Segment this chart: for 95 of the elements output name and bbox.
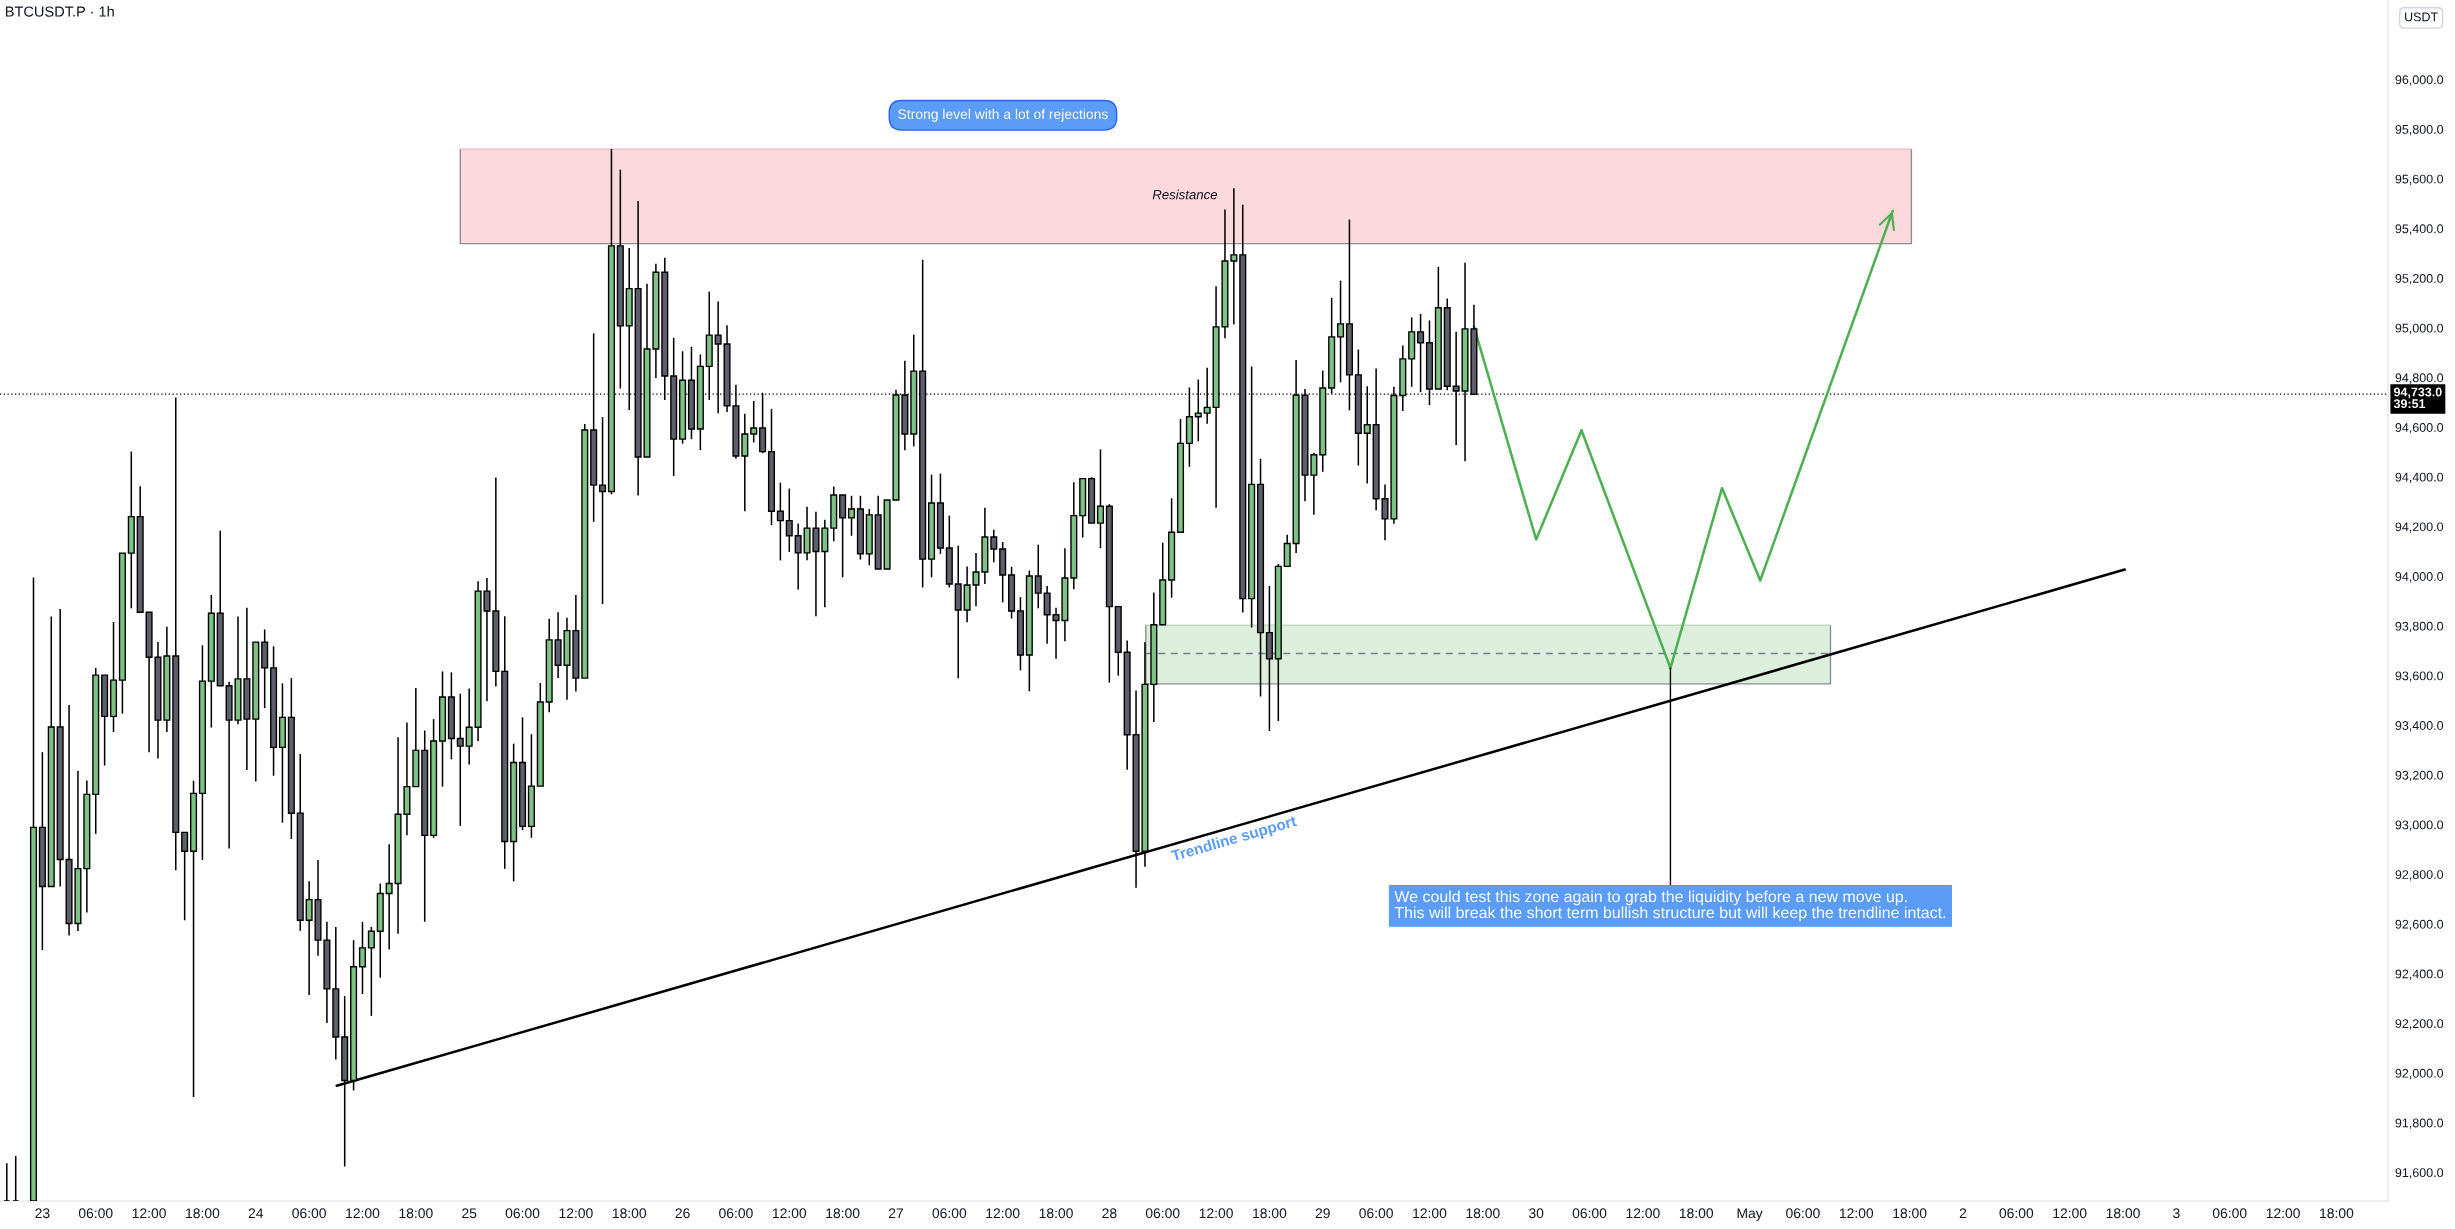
x-tick-label: 12:00: [986, 1208, 1020, 1219]
candlestick: [794, 522, 802, 591]
text: Trendline support: [1170, 814, 1298, 865]
candlestick: [1096, 448, 1105, 549]
y-tick-label: 95,400.0: [2395, 224, 2444, 235]
x-tick-label: 06:00: [932, 1208, 967, 1219]
x-tick-label: 18:00: [1039, 1208, 1073, 1219]
candlestick: [465, 687, 473, 766]
candlestick: [821, 518, 829, 609]
candlestick: [776, 481, 784, 562]
x-tick-label: 12:00: [2266, 1208, 2300, 1219]
candlestick: [990, 529, 998, 564]
candlestick: [367, 926, 375, 1017]
annotation: We could test this zone again to grab the liquidity before a new move up. This will break the short term bullish structure but will keep the trendline intact.: [1394, 890, 1946, 922]
y-tick-label: 93,200.0: [2395, 770, 2444, 782]
x-tick-label: 27: [888, 1208, 903, 1218]
candlestick: [1417, 313, 1425, 393]
x-tick-label: 29: [1315, 1208, 1330, 1219]
x-tick-label: 18:00: [1466, 1208, 1500, 1219]
x-tick-label: 3: [2173, 1208, 2180, 1219]
x-tick-label: 12:00: [772, 1208, 807, 1219]
y-tick-label: 94,200.0: [2395, 522, 2444, 533]
candlestick: [847, 495, 856, 537]
x-tick-label: 25: [462, 1208, 477, 1219]
x-tick-label: 18:00: [2106, 1208, 2140, 1219]
candlestick: [1283, 534, 1291, 568]
y-tick-label: 93,000.0: [2395, 820, 2444, 831]
candlestick: [839, 494, 847, 579]
x-tick-label: 06:00: [1572, 1208, 1607, 1219]
candlestick: [785, 487, 793, 553]
x-tick-label: May: [1737, 1208, 1763, 1221]
y-tick-label: 92,000.0: [2395, 1068, 2444, 1080]
candlestick: [1034, 543, 1042, 610]
x-tick-label: 12:00: [2053, 1208, 2087, 1219]
chart-title: BTCUSDT.P · 1h: [5, 6, 114, 17]
x-tick-label: 12:00: [1413, 1208, 1447, 1219]
x-tick-label: 18:00: [612, 1208, 647, 1219]
y-tick-label: 94,000.0: [2395, 572, 2444, 583]
y-axis-title: USDT: [2405, 12, 2438, 22]
x-tick-label: 06:00: [2212, 1208, 2247, 1219]
y-tick-label: 92,800.0: [2395, 870, 2444, 881]
x-tick-label: 06:00: [1786, 1208, 1820, 1219]
y-tick-label: 95,800.0: [2395, 124, 2444, 136]
x-tick-label: 06:00: [1359, 1208, 1393, 1219]
annotation: Resistance: [1152, 189, 1218, 200]
x-tick-label: 18:00: [2320, 1208, 2354, 1219]
y-tick-label: 93,800.0: [2395, 621, 2444, 633]
y-tick-label: 96,000.0: [2395, 75, 2444, 86]
x-tick-label: 2: [1959, 1208, 1967, 1218]
y-tick-label: 92,600.0: [2395, 919, 2444, 931]
y-tick-label: 91,800.0: [2395, 1118, 2444, 1129]
x-tick-label: 30: [1528, 1208, 1544, 1219]
x-tick-label: 28: [1102, 1208, 1117, 1219]
x-tick-label: 06:00: [1145, 1208, 1180, 1219]
candlestick: [1337, 279, 1345, 384]
y-tick-label: 94,600.0: [2395, 423, 2444, 434]
candlestick: [456, 692, 464, 827]
y-tick-label: 93,600.0: [2395, 671, 2444, 682]
x-tick-label: 06:00: [719, 1208, 753, 1219]
x-tick-label: 18:00: [1893, 1208, 1927, 1219]
x-tick-label: 18:00: [399, 1208, 433, 1219]
y-tick-label: 93,400.0: [2395, 721, 2444, 732]
x-tick-label: 12:00: [559, 1208, 593, 1219]
x-tick-label: 18:00: [186, 1208, 220, 1219]
x-tick-label: 06:00: [1999, 1208, 2034, 1219]
x-tick-label: 18:00: [1253, 1208, 1287, 1219]
candlestick: [385, 843, 393, 951]
x-tick-label: 06:00: [292, 1208, 326, 1219]
y-tick-label: 95,200.0: [2395, 274, 2444, 285]
y-tick-label: 94,400.0: [2395, 472, 2444, 484]
x-tick-label: 06:00: [78, 1208, 113, 1219]
candlestick: [181, 831, 189, 922]
x-tick-label: 12:00: [1199, 1208, 1233, 1219]
ref-line-label: 94,733.0 39:51: [2393, 387, 2442, 409]
y-tick-label: 95,000.0: [2395, 323, 2444, 335]
candlestick: [741, 413, 749, 512]
x-tick-label: 26: [675, 1208, 690, 1219]
candlestick: [599, 416, 607, 605]
candlestick: [750, 400, 758, 444]
y-tick-label: 94,800.0: [2395, 373, 2444, 384]
y-tick-label: 91,600.0: [2395, 1168, 2444, 1179]
x-tick-label: 06:00: [505, 1208, 540, 1219]
x-tick-label: 24: [248, 1208, 264, 1218]
x-tick-label: 12:00: [346, 1208, 380, 1219]
x-tick-label: 12:00: [132, 1208, 166, 1219]
y-tick-label: 92,200.0: [2395, 1019, 2444, 1030]
x-tick-label: 12:00: [1839, 1208, 1874, 1219]
x-tick-label: 12:00: [1626, 1208, 1660, 1219]
x-tick-label: 18:00: [1679, 1208, 1714, 1219]
x-tick-label: 23: [35, 1208, 50, 1219]
y-tick-label: 92,400.0: [2395, 969, 2444, 980]
candlestick: [358, 921, 367, 995]
x-tick-label: 18:00: [826, 1208, 860, 1219]
annotation: Strong level with a lot of rejections: [898, 108, 1108, 122]
y-tick-label: 95,600.0: [2395, 174, 2444, 185]
